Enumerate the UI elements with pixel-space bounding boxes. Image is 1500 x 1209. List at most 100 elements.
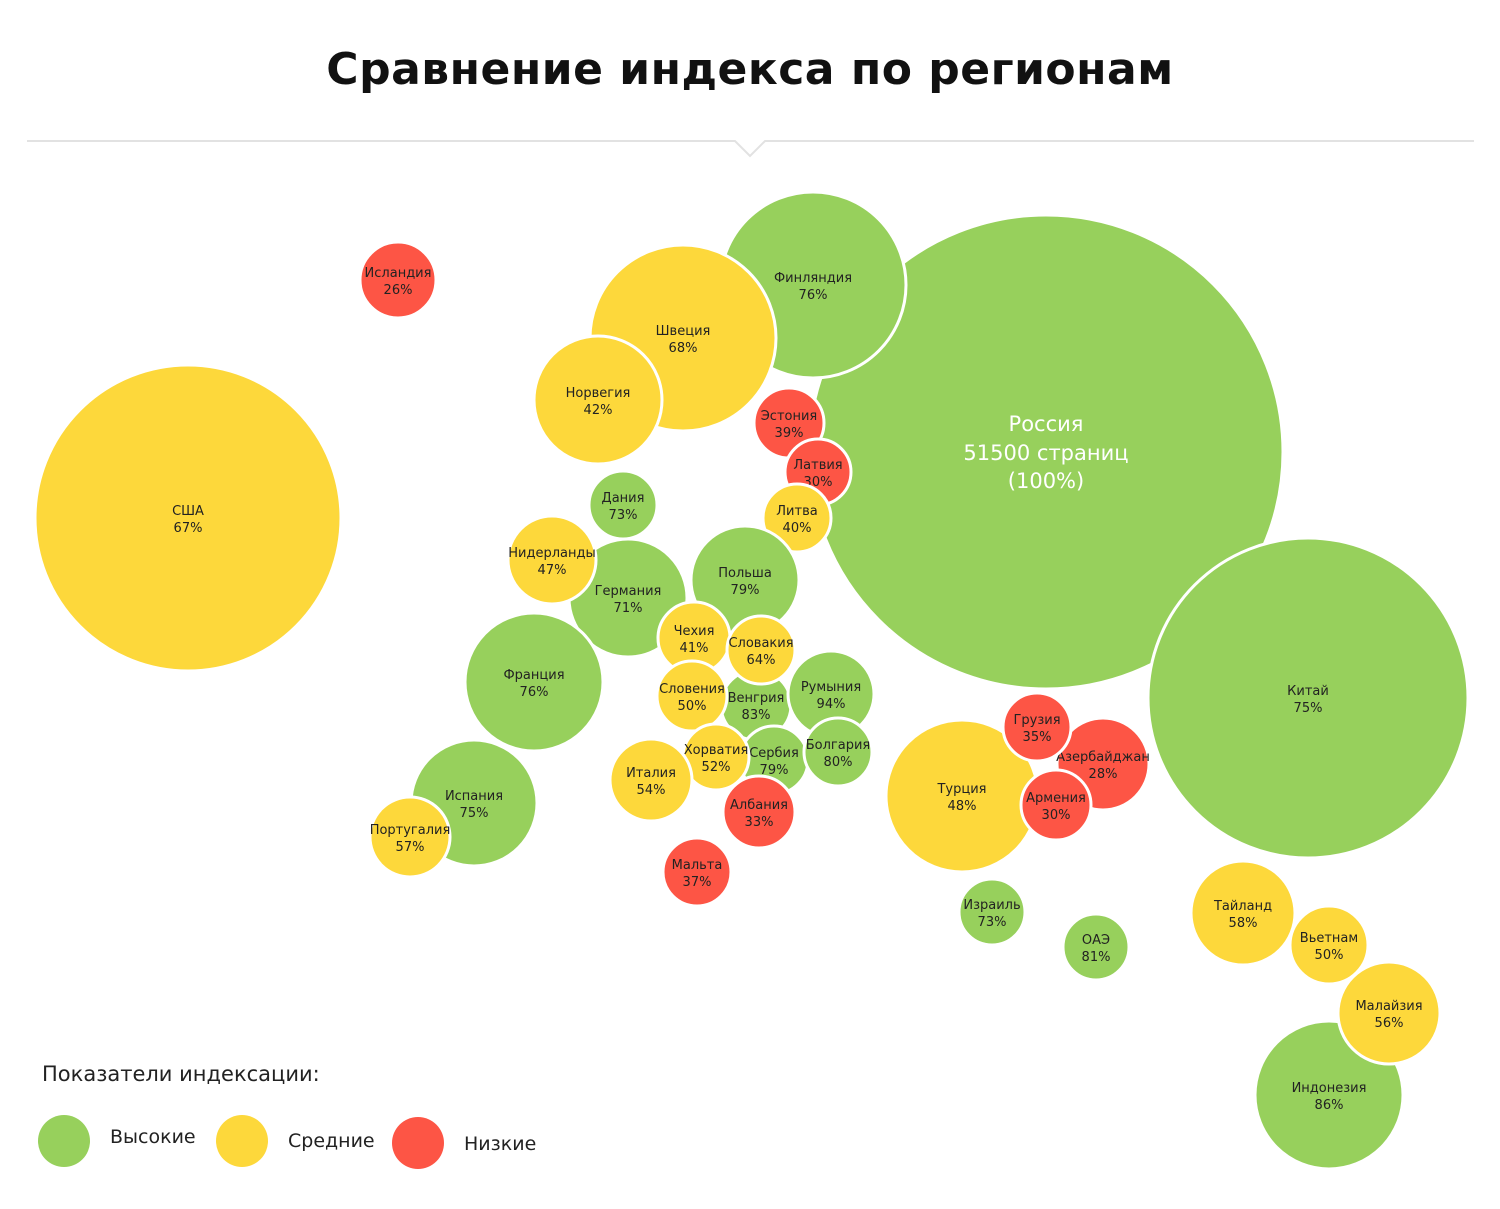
bubble-percent: 56%: [1375, 1016, 1404, 1031]
bubble-США[interactable]: США 67%: [33, 363, 343, 673]
bubble-percent: 26%: [384, 283, 413, 298]
bubble-percent: 75%: [1294, 701, 1323, 716]
bubble-percent: 79%: [731, 583, 760, 598]
bubble-percent: 33%: [745, 815, 774, 830]
bubble-percent: 41%: [680, 641, 709, 656]
bubble-circle: [1061, 912, 1131, 982]
bubble-label: Португалия: [370, 823, 451, 838]
bubble-label: Турция: [936, 782, 986, 797]
bubble-percent: 52%: [702, 760, 731, 775]
bubble-Дания[interactable]: Дания 73%: [587, 469, 659, 541]
legend-label-low: Низкие: [464, 1133, 537, 1155]
bubble-label: Финляндия: [774, 271, 852, 286]
bubble-circle: [661, 836, 733, 908]
bubble-Румыния[interactable]: Румыния 94%: [786, 649, 876, 739]
bubble-Италия[interactable]: Италия 54%: [608, 737, 694, 823]
bubble-label: Албания: [730, 798, 788, 813]
bubble-Израиль[interactable]: Израиль 73%: [957, 877, 1027, 947]
bubble-percent: 54%: [637, 783, 666, 798]
bubble-label: Румыния: [801, 680, 861, 695]
bubble-percent: 73%: [609, 508, 638, 523]
bubble-circle: [957, 877, 1027, 947]
bubble-Грузия[interactable]: Грузия 35%: [1001, 691, 1073, 763]
bubble-Нидерланды[interactable]: Нидерланды 47%: [506, 514, 598, 606]
bubble-Китай[interactable]: Китай 75%: [1146, 536, 1470, 860]
bubble-circle: [1001, 691, 1073, 763]
bubble-label: Индонезия: [1292, 1081, 1367, 1096]
bubble-circle: [1336, 960, 1442, 1066]
bubble-percent: 80%: [824, 755, 853, 770]
bubble-Германия[interactable]: Германия 71%: [567, 537, 689, 659]
bubble-circle: [802, 716, 874, 788]
bubble-percent: 71%: [614, 601, 643, 616]
bubble-label: Азербайджан: [1056, 750, 1150, 765]
bubble-Болгария[interactable]: Болгария 80%: [802, 716, 874, 788]
bubble-label: Тайланд: [1213, 899, 1272, 914]
bubble-percent: 35%: [1023, 730, 1052, 745]
bubble-Хорватия[interactable]: Хорватия 52%: [681, 722, 751, 792]
bubble-Португалия[interactable]: Португалия 57%: [368, 795, 452, 879]
bubble-percent: 81%: [1082, 950, 1111, 965]
bubble-label: Грузия: [1013, 713, 1060, 728]
bubble-percent: 47%: [538, 563, 567, 578]
bubble-label: Израиль: [963, 898, 1020, 913]
bubble-circle: [1146, 536, 1470, 860]
bubble-ОАЭ[interactable]: ОАЭ 81%: [1061, 912, 1131, 982]
bubble-circle: [463, 611, 605, 753]
legend-marker-high: [38, 1115, 90, 1167]
bubble-label: Китай: [1287, 684, 1329, 699]
bubble-label: Дания: [602, 491, 645, 506]
legend-marker-mid: [216, 1115, 268, 1167]
legend-label-high: Высокие: [110, 1126, 196, 1148]
bubble-label: Чехия: [674, 624, 715, 639]
bubble-percent: 86%: [1315, 1098, 1344, 1113]
bubble-label: Германия: [595, 584, 662, 599]
bubble-percent: 39%: [775, 426, 804, 441]
bubble-percent: 37%: [683, 875, 712, 890]
bubble-Франция[interactable]: Франция 76%: [463, 611, 605, 753]
title-divider: [27, 140, 1474, 158]
bubble-label: Польша: [718, 566, 772, 581]
bubble-label: Норвегия: [566, 386, 631, 401]
bubble-label: Литва: [776, 504, 817, 519]
bubble-pages: 51500 страниц: [963, 441, 1128, 465]
bubble-circle: [532, 334, 664, 466]
bubble-percent: 76%: [799, 288, 828, 303]
bubble-percent: 67%: [174, 521, 203, 536]
bubble-label: Эстония: [761, 409, 818, 424]
bubble-Армения[interactable]: Армения 30%: [1019, 768, 1093, 842]
bubble-Словения[interactable]: Словения 50%: [655, 659, 729, 733]
bubble-label: Хорватия: [684, 743, 749, 758]
legend-label-mid: Средние: [288, 1130, 375, 1152]
bubble-label: Словакия: [728, 636, 793, 651]
bubble-Тайланд[interactable]: Тайланд 58%: [1189, 859, 1297, 967]
bubble-percent: 58%: [1229, 916, 1258, 931]
bubble-Албания[interactable]: Албания 33%: [721, 774, 797, 850]
bubble-Норвегия[interactable]: Норвегия 42%: [532, 334, 664, 466]
bubble-Вьетнам[interactable]: Вьетнам 50%: [1288, 904, 1370, 986]
bubble-percent: 73%: [978, 915, 1007, 930]
bubble-Малайзия[interactable]: Малайзия 56%: [1336, 960, 1442, 1066]
bubble-Мальта[interactable]: Мальта 37%: [661, 836, 733, 908]
bubble-label: Швеция: [656, 324, 711, 339]
bubble-circle: [725, 614, 797, 686]
bubble-Литва[interactable]: Литва 40%: [761, 482, 833, 554]
chart-title: Сравнение индекса по регионам: [326, 44, 1174, 95]
bubble-label: Венгрия: [728, 691, 785, 706]
bubble-circle: [608, 737, 694, 823]
bubble-percent: 79%: [760, 763, 789, 778]
bubble-label: Словения: [659, 682, 725, 697]
bubble-Словакия[interactable]: Словакия 64%: [725, 614, 797, 686]
bubble-percent: 28%: [1089, 767, 1118, 782]
bubble-label: Нидерланды: [508, 546, 596, 561]
bubble-label: Мальта: [672, 858, 723, 873]
bubble-percent: 76%: [520, 685, 549, 700]
bubble-russia[interactable]: Россия 51500 страниц (100%): [807, 213, 1285, 691]
bubble-Исландия[interactable]: Исландия 26%: [358, 240, 438, 320]
bubble-label: Сербия: [749, 746, 799, 761]
legend-title: Показатели индексации:: [42, 1062, 320, 1086]
bubble-percent: 94%: [817, 697, 846, 712]
bubble-percent: 75%: [460, 806, 489, 821]
bubble-Турция[interactable]: Турция 48%: [884, 718, 1040, 874]
